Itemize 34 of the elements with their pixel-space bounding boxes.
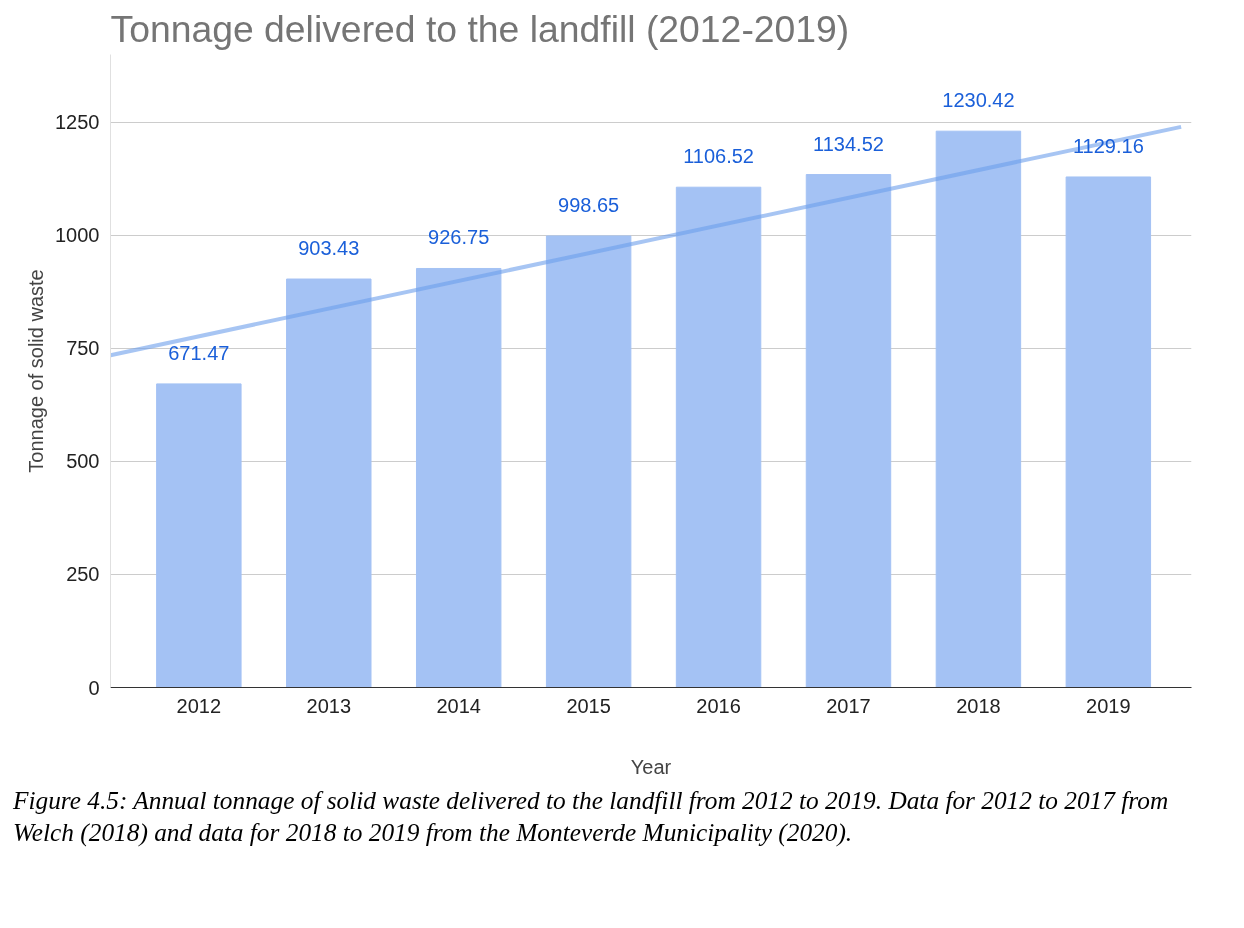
x-tick-label: 2012	[176, 694, 222, 717]
x-tick-label: 2016	[696, 694, 741, 717]
y-tick-label: 1000	[55, 224, 100, 247]
data-label: 998.65	[558, 193, 620, 216]
bar	[545, 235, 632, 688]
y-tick-label: 0	[88, 676, 100, 699]
y-tick-label: 750	[66, 337, 100, 360]
chart-title: Tonnage delivered to the landfill (2012-2019)	[110, 7, 850, 50]
x-tick-label: 2015	[566, 694, 611, 717]
data-label: 926.75	[428, 226, 490, 249]
bar	[805, 174, 892, 688]
data-label: 1106.52	[683, 145, 754, 168]
data-label: 1230.42	[942, 89, 1015, 112]
bar	[675, 186, 762, 688]
x-tick-label: 2017	[826, 694, 871, 717]
y-tick-label: 1250	[55, 111, 100, 134]
caption: Figure 4.5: Annual tonnage of solid waste delivered to the landfill from 2012 to 2019. Data for 2012 to 2017 from Welch (2018) and data for 2018 to 2019 from the Monteverde Municipality (2020).	[13, 785, 1170, 849]
x-axis-title: Year	[630, 755, 672, 778]
y-axis-title: Tonnage of solid waste	[25, 269, 48, 473]
y-tick-label: 500	[66, 450, 100, 473]
y-tick-label: 250	[66, 563, 100, 586]
data-label: 1134.52	[813, 132, 884, 155]
bar	[286, 278, 372, 688]
bar	[156, 383, 242, 688]
bar	[415, 267, 502, 688]
data-label: 1129.16	[1072, 134, 1144, 157]
data-label: 903.43	[298, 237, 360, 260]
x-tick-label: 2019	[1086, 694, 1131, 717]
bar	[1065, 176, 1152, 688]
bar	[935, 130, 1022, 688]
x-tick-label: 2014	[436, 694, 481, 717]
x-tick-label: 2013	[306, 694, 352, 717]
x-tick-label: 2018	[956, 694, 1001, 717]
data-label: 671.47	[168, 341, 230, 364]
